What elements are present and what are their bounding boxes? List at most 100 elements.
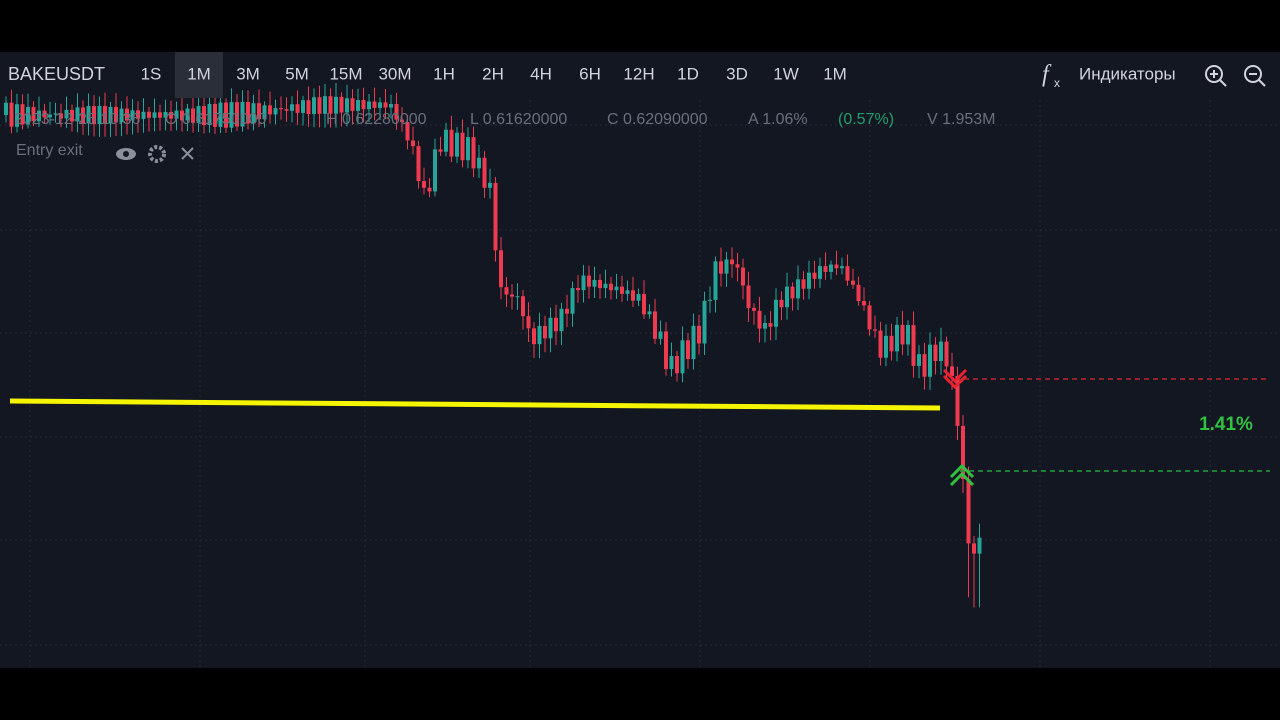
- interval-button[interactable]: 12H: [623, 64, 654, 83]
- candle-body: [273, 108, 278, 115]
- study-settings[interactable]: [148, 145, 166, 163]
- candle-body: [367, 101, 371, 110]
- candle-body: [939, 341, 943, 362]
- candle-body: [669, 356, 674, 370]
- legend-date: 2023-12-25 10:36: [14, 111, 140, 128]
- candle-body: [955, 375, 960, 426]
- candle-body: [697, 325, 701, 344]
- candle-body: [26, 106, 30, 125]
- candle-body: [713, 261, 718, 300]
- legend-amplitude: A 1.06%: [748, 111, 808, 128]
- chart-area: [0, 52, 1280, 668]
- candle-body: [64, 109, 69, 119]
- interval-button[interactable]: 1W: [773, 64, 799, 83]
- interval-button[interactable]: 6H: [579, 64, 601, 83]
- candle-body: [411, 140, 415, 147]
- candle-body: [37, 110, 41, 122]
- candle-body: [515, 296, 520, 298]
- fx-icon[interactable]: f: [1042, 62, 1052, 88]
- zoom-in[interactable]: [1205, 65, 1227, 87]
- candle-body: [108, 106, 113, 124]
- candle-body: [598, 279, 602, 289]
- candle-body: [867, 305, 872, 330]
- candle-body: [284, 109, 289, 111]
- candle-body: [906, 325, 910, 345]
- interval-button[interactable]: 4H: [530, 64, 552, 83]
- candle-body: [323, 96, 327, 114]
- candle-body: [889, 335, 894, 352]
- study-name: Entry exit: [16, 142, 83, 159]
- candle-body: [185, 108, 190, 121]
- candle-body: [581, 275, 586, 291]
- candle-body: [911, 325, 916, 366]
- study-remove[interactable]: [181, 147, 194, 160]
- candle-body: [746, 285, 751, 308]
- candle-body: [262, 105, 267, 120]
- candle-body: [895, 324, 899, 352]
- interval-button[interactable]: 2H: [482, 64, 504, 83]
- study-visibility[interactable]: [116, 148, 136, 160]
- candle-body: [790, 286, 795, 299]
- candle-body: [532, 328, 536, 345]
- candle-body: [521, 296, 525, 317]
- zoom-out[interactable]: [1244, 65, 1266, 87]
- candle-body: [400, 119, 404, 123]
- interval-button[interactable]: 15M: [329, 64, 362, 83]
- buy-arrow: [949, 463, 975, 487]
- candle-body: [840, 266, 844, 269]
- candle-body: [235, 102, 239, 127]
- candle-body: [548, 317, 553, 339]
- candle-body: [708, 299, 712, 301]
- candle-body: [499, 250, 503, 288]
- candle-body: [339, 96, 344, 113]
- candle-body: [455, 132, 459, 157]
- candle-body: [526, 316, 531, 329]
- candle-body: [554, 317, 558, 332]
- candle-body: [361, 100, 366, 110]
- candle-body: [950, 366, 954, 376]
- indicators-button[interactable]: Индикаторы: [1079, 64, 1176, 83]
- candle-body: [389, 103, 393, 108]
- interval-button[interactable]: 1H: [433, 64, 455, 83]
- sell-arrow: [942, 368, 968, 390]
- candle-body: [218, 102, 223, 127]
- candle-body: [460, 132, 465, 161]
- candle-body: [922, 354, 927, 377]
- candle-body: [103, 106, 107, 124]
- legend-volume: V 1.953M: [927, 111, 995, 128]
- interval-button[interactable]: 1M: [823, 64, 847, 83]
- candle-body: [620, 286, 624, 294]
- symbol[interactable]: BAKEUSDT: [8, 64, 105, 84]
- candle-body: [862, 301, 866, 306]
- interval-button[interactable]: 3D: [726, 64, 748, 83]
- candle-body: [504, 287, 509, 295]
- interval-button[interactable]: 3M: [236, 64, 260, 83]
- candle-body: [471, 137, 476, 169]
- candle-body: [169, 111, 173, 119]
- candle-body: [664, 331, 668, 370]
- interval-button[interactable]: 1S: [141, 64, 162, 83]
- candle-body: [246, 102, 250, 124]
- candle-body: [59, 113, 63, 119]
- candle-body: [86, 106, 91, 124]
- candle-body: [785, 286, 789, 308]
- interval-button[interactable]: 5M: [285, 64, 309, 83]
- candle-body: [136, 110, 140, 119]
- interval-button[interactable]: 1M: [187, 64, 211, 83]
- candle-body: [427, 187, 432, 192]
- interval-button[interactable]: 30M: [378, 64, 411, 83]
- candle-body: [317, 97, 322, 114]
- candle-body: [301, 100, 305, 113]
- candle-body: [81, 107, 85, 124]
- candle-body: [191, 108, 195, 123]
- interval-button[interactable]: 1D: [677, 64, 699, 83]
- candle-body: [812, 272, 817, 279]
- candle-body: [477, 157, 481, 169]
- candle-body: [328, 96, 333, 114]
- candle-body: [823, 266, 828, 272]
- candle-body: [383, 102, 388, 108]
- candle-body: [719, 261, 723, 274]
- candle-body: [9, 102, 14, 127]
- candle-body: [224, 102, 228, 128]
